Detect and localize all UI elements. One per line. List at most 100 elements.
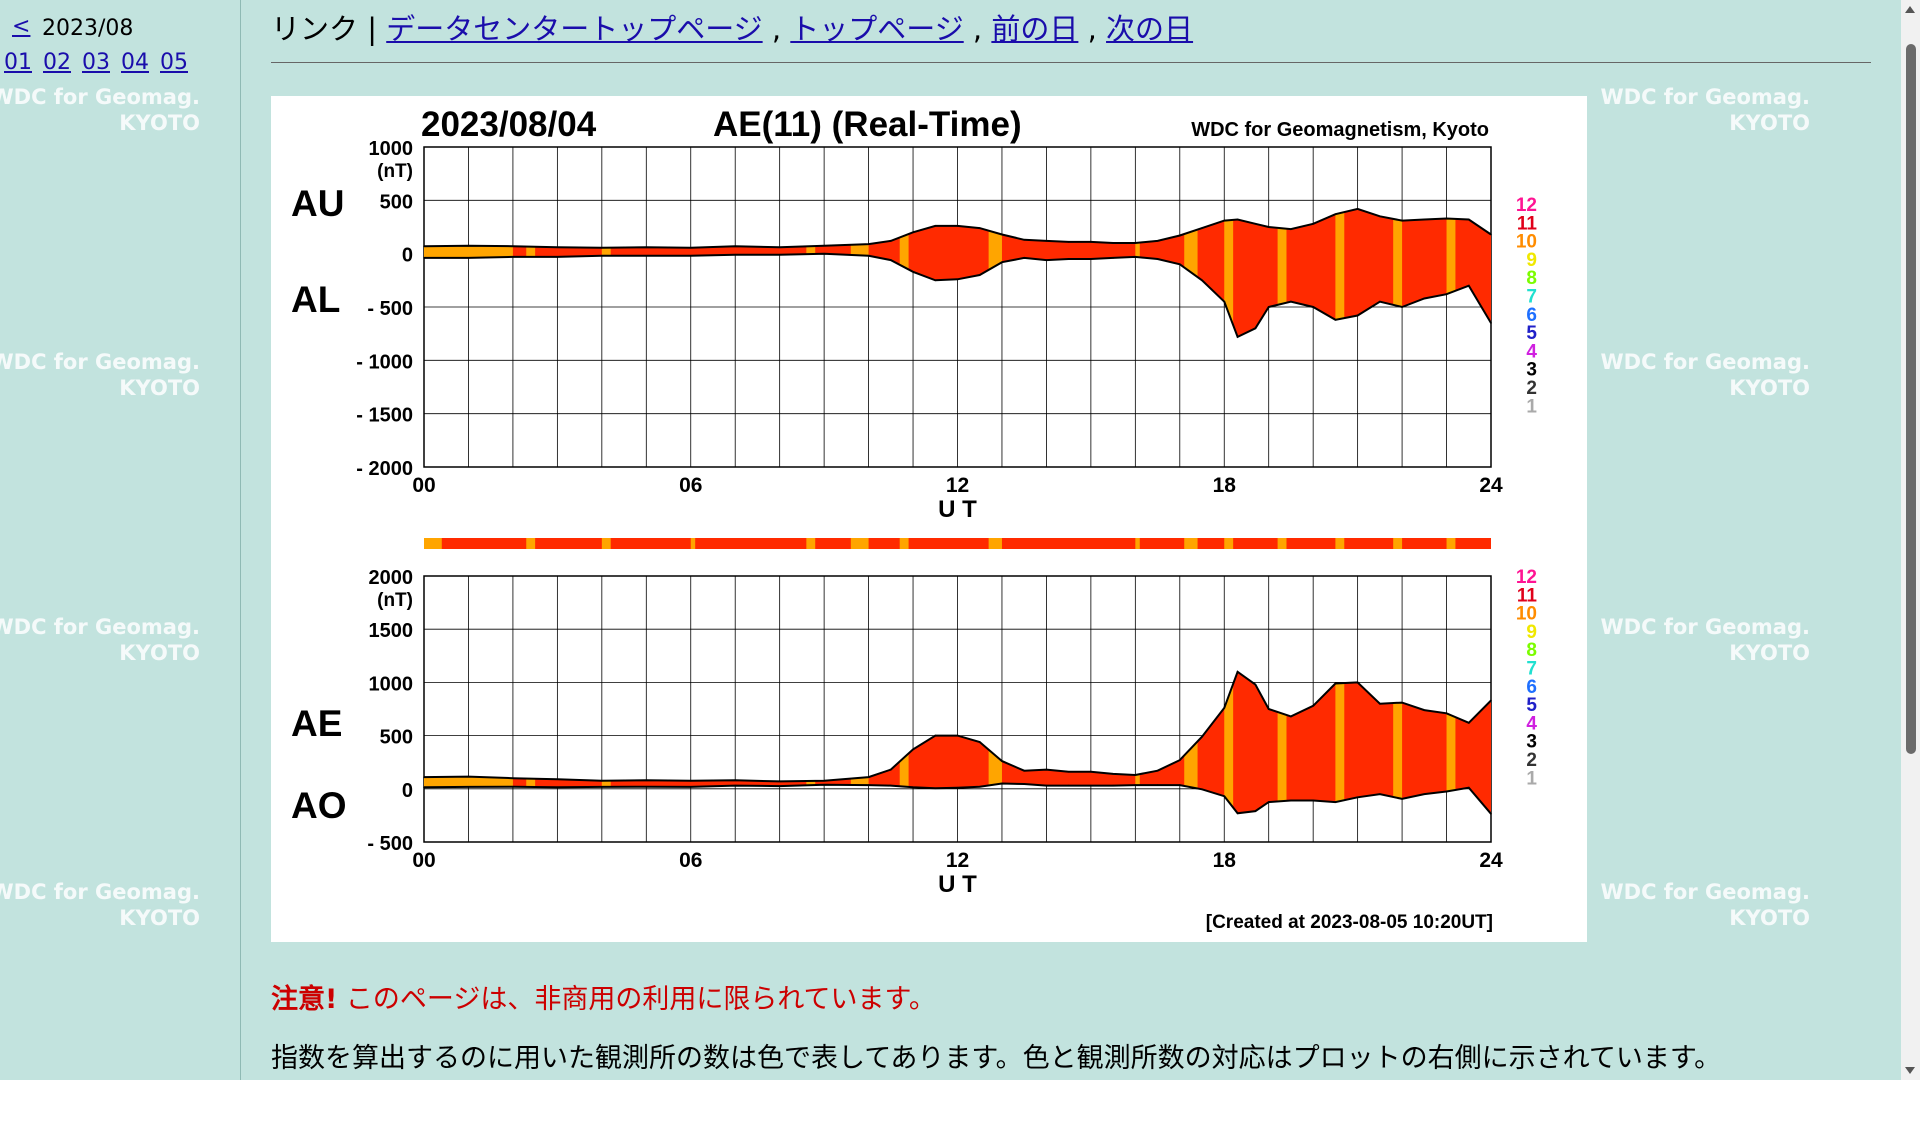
data-point-ae <box>1467 722 1470 724</box>
data-point-ae <box>1236 670 1239 673</box>
data-point-ao <box>1201 788 1203 791</box>
data-point-ae <box>645 779 648 782</box>
series-line-ae <box>423 670 1492 783</box>
data-point-al <box>1423 297 1426 300</box>
data-point-al <box>934 279 937 282</box>
previous-month-link[interactable]: < <box>12 14 31 39</box>
y-axis-unit: (nT) <box>377 161 413 182</box>
data-point-ao <box>1254 810 1257 812</box>
data-point-au <box>1223 219 1226 222</box>
station-count-stripe <box>1446 208 1456 337</box>
data-point-ao <box>1045 784 1048 787</box>
x-tick-label: 18 <box>1213 474 1237 497</box>
data-point-al <box>1045 259 1048 261</box>
link-separator: , <box>762 12 791 46</box>
station-count-stripe <box>1335 208 1345 337</box>
data-point-al <box>1201 279 1203 282</box>
station-count-legend-item: 1 <box>1526 768 1537 789</box>
station-count-legend-item: 12 <box>1516 567 1537 588</box>
data-point-au <box>1467 218 1470 221</box>
station-count-stripe <box>526 671 536 814</box>
data-point-ae <box>1178 759 1181 761</box>
station-count-legend-item: 5 <box>1526 323 1537 344</box>
scrollbar-thumb[interactable] <box>1906 44 1916 754</box>
top-page-link[interactable]: トップページ <box>790 12 964 46</box>
station-count-legend-item: 5 <box>1526 695 1537 716</box>
data-point-ae <box>1112 773 1114 775</box>
plot-credit: WDC for Geomagnetism, Kyoto <box>1191 119 1489 141</box>
data-point-ao <box>556 786 559 789</box>
datacenter-top-link[interactable]: データセンタートップページ <box>386 12 763 46</box>
data-point-ae <box>867 776 870 778</box>
station-count-legend-item: 6 <box>1526 305 1537 326</box>
day-link-02[interactable]: 02 <box>43 50 71 75</box>
data-point-ae <box>1201 735 1203 738</box>
notice-text: 注意! このページは、非商用の利用に限られています。 <box>271 977 936 1016</box>
y-tick-label: - 1000 <box>356 351 413 373</box>
data-point-ao <box>1267 801 1270 803</box>
data-point-al <box>1379 300 1381 303</box>
data-point-al <box>467 257 470 259</box>
x-tick-label: 00 <box>412 474 435 497</box>
link-bar: リンク | データセンタートップページ , トップページ , 前の日 , 次の日 <box>271 6 1193 48</box>
day-link-05[interactable]: 05 <box>160 50 188 75</box>
vertical-scrollbar[interactable] <box>1901 0 1920 1080</box>
next-day-link[interactable]: 次の日 <box>1106 12 1194 46</box>
data-point-ao <box>934 787 937 790</box>
scroll-up-arrow-icon[interactable] <box>1905 6 1915 13</box>
data-point-au <box>1401 219 1403 222</box>
station-count-legend-item: 2 <box>1526 750 1537 771</box>
station-count-bar-segment <box>1393 538 1403 549</box>
data-point-au <box>1423 218 1426 221</box>
station-count-stripe <box>899 671 909 814</box>
date-navigation-frame: < 2023/08 01 02 03 04 05 <box>0 0 241 1080</box>
data-point-ae <box>1156 769 1159 772</box>
data-point-ae <box>934 734 937 737</box>
station-count-stripe <box>1184 671 1198 814</box>
day-link-01[interactable]: 01 <box>4 50 32 75</box>
scroll-down-arrow-icon[interactable] <box>1905 1067 1915 1074</box>
data-point-ae <box>467 775 470 778</box>
data-point-ao <box>734 784 737 787</box>
data-point-au <box>1445 217 1448 220</box>
plot-created-timestamp: [Created at 2023-08-05 10:20UT] <box>1206 912 1493 933</box>
y-tick-label: - 2000 <box>356 458 413 480</box>
data-point-al <box>1023 257 1025 259</box>
station-count-legend-item: 10 <box>1516 604 1537 625</box>
station-count-legend-item: 2 <box>1526 378 1537 399</box>
data-point-ae <box>1023 769 1025 772</box>
day-link-04[interactable]: 04 <box>121 50 149 75</box>
data-point-ao <box>1236 812 1239 815</box>
station-count-stripe <box>806 671 816 814</box>
data-point-ao <box>1290 799 1292 802</box>
data-point-al <box>512 256 514 258</box>
previous-day-link[interactable]: 前の日 <box>991 12 1079 46</box>
station-count-stripe <box>1277 208 1287 337</box>
data-point-au <box>1334 213 1337 215</box>
data-point-ae <box>1401 701 1403 704</box>
series-label: AO <box>291 785 347 826</box>
data-point-ae <box>1090 770 1092 773</box>
station-count-stripe <box>850 671 869 814</box>
data-point-al <box>556 256 559 258</box>
day-links: 01 02 03 04 05 <box>4 50 192 75</box>
data-point-au <box>645 246 648 249</box>
station-count-legend-item: 8 <box>1526 640 1537 661</box>
x-tick-label: 06 <box>679 849 702 872</box>
data-point-au <box>1067 241 1070 243</box>
station-count-bar-segment <box>424 538 442 549</box>
station-count-legend-item: 6 <box>1526 677 1537 698</box>
data-point-ao <box>978 785 981 788</box>
data-point-ao <box>1112 784 1114 787</box>
series-line-au <box>423 207 1492 249</box>
data-point-al <box>1067 258 1070 260</box>
station-count-stripe <box>1446 671 1456 814</box>
data-point-ae <box>1445 712 1448 715</box>
data-point-au <box>1156 240 1159 242</box>
y-tick-label: 1500 <box>369 620 414 642</box>
data-point-au <box>1023 239 1025 241</box>
data-point-al <box>978 274 981 276</box>
day-link-03[interactable]: 03 <box>82 50 110 75</box>
divider <box>271 62 1871 63</box>
x-axis-label: U T <box>938 496 977 523</box>
